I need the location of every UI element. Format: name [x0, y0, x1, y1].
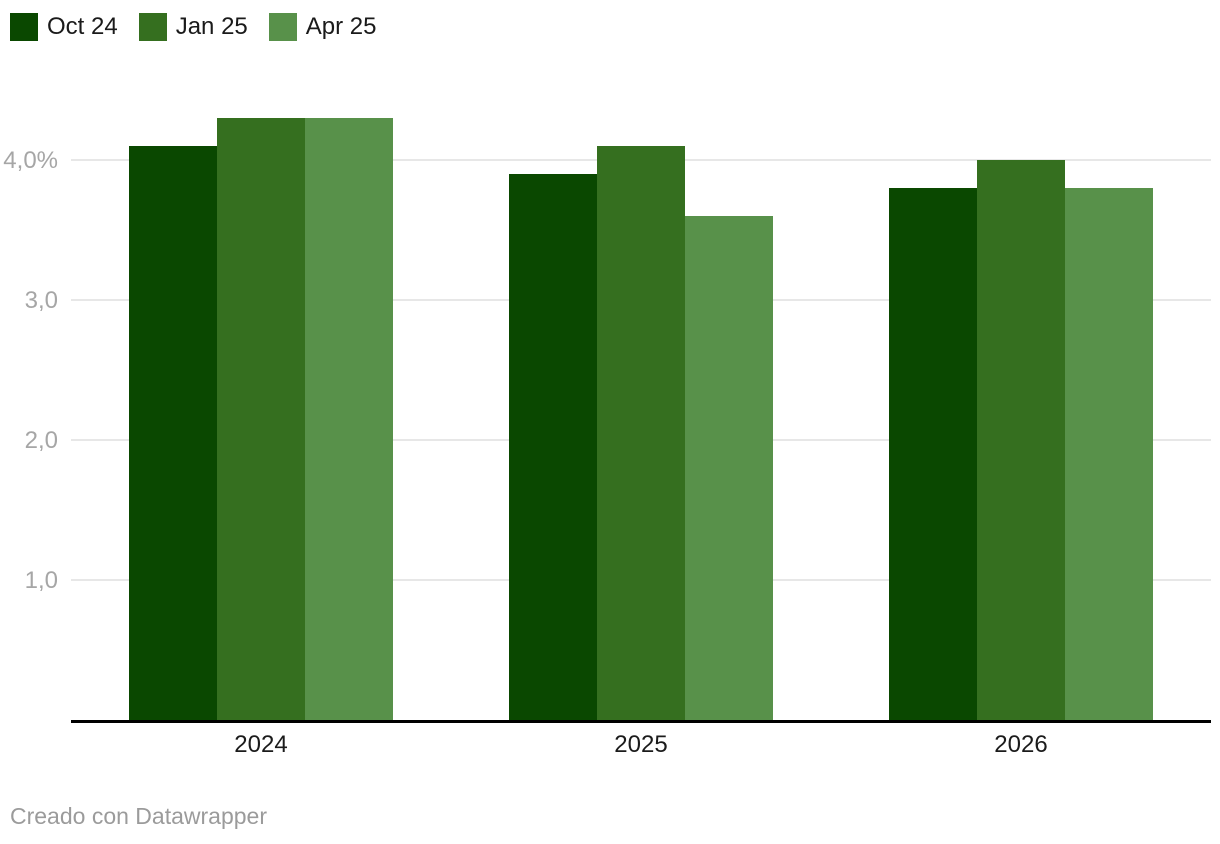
y-tick-label: 4,0% [3, 147, 58, 174]
x-axis-line [71, 720, 1211, 723]
y-tick-label: 3,0 [24, 287, 58, 314]
y-tick-label: 2,0 [24, 427, 58, 454]
bar-group-2024 [129, 118, 393, 720]
legend-item: Jan 25 [138, 13, 248, 41]
x-axis-label: 2025 [614, 731, 668, 758]
legend-item: Oct 24 [10, 13, 118, 41]
legend-swatch [268, 13, 297, 41]
bar-jan-25-2026 [977, 160, 1065, 720]
bar-oct-24-2026 [889, 188, 977, 720]
legend-label: Apr 25 [305, 13, 377, 40]
legend-label: Oct 24 [47, 13, 118, 40]
bar-group-2025 [509, 146, 773, 720]
bar-apr-25-2026 [1065, 188, 1153, 720]
legend-item: Apr 25 [268, 13, 377, 41]
bar-apr-25-2024 [305, 118, 393, 720]
legend-swatch [10, 13, 38, 41]
x-axis-labels: 2024 2025 2026 [71, 731, 1211, 759]
bar-jan-25-2024 [217, 118, 305, 720]
legend-swatch [138, 13, 167, 41]
y-tick-label: 1,0 [24, 567, 58, 594]
x-axis-label: 2024 [234, 731, 288, 758]
bar-oct-24-2024 [129, 146, 217, 720]
bar-oct-24-2025 [509, 174, 597, 720]
bar-apr-25-2025 [685, 216, 773, 720]
x-axis-label: 2026 [994, 731, 1048, 758]
bar-group-2026 [889, 160, 1153, 720]
legend: Oct 24 Jan 25 Apr 25 [10, 13, 376, 41]
legend-label: Jan 25 [175, 13, 248, 40]
footer-credit: Creado con Datawrapper [10, 803, 267, 829]
bar-jan-25-2025 [597, 146, 685, 720]
plot-area [71, 0, 1211, 723]
